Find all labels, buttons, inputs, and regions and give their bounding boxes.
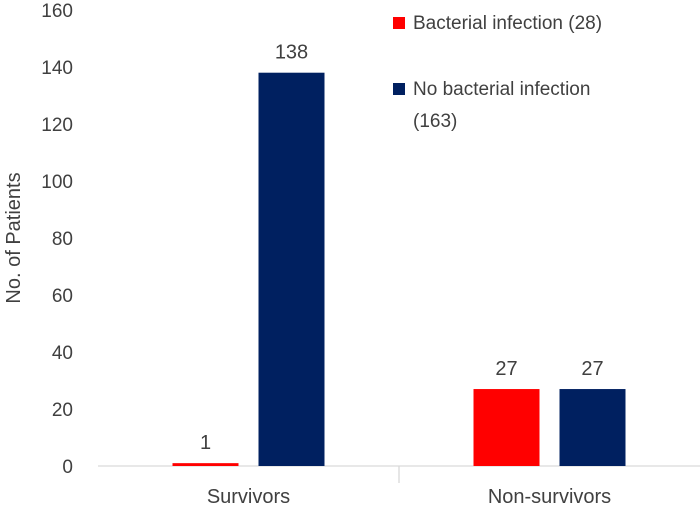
- y-axis-title-group: No. of Patients: [3, 172, 25, 303]
- bar-bacterial-non-survivors: [473, 389, 540, 466]
- y-tick-label: 40: [52, 343, 73, 364]
- bar-no-bacterial-non-survivors: [559, 389, 626, 466]
- y-tick-label: 100: [41, 172, 73, 193]
- y-tick-label: 120: [41, 115, 73, 136]
- bar-no-bacterial-survivors: [258, 72, 325, 466]
- legend-swatch: [393, 17, 405, 29]
- y-tick-label: 160: [41, 1, 73, 22]
- category-label: Survivors: [207, 486, 290, 508]
- legend-label: No bacterial infection: [413, 79, 590, 100]
- y-axis-ticks: 0 20 40 60 80 100 120 140 160: [41, 1, 73, 478]
- legend-label: Bacterial infection (28): [413, 13, 602, 34]
- data-label: 27: [495, 358, 517, 380]
- y-tick-label: 60: [52, 286, 73, 307]
- data-labels: 1 138 27 27: [200, 42, 604, 454]
- y-tick-label: 80: [52, 229, 73, 250]
- legend-label: (163): [413, 111, 457, 132]
- bar-bacterial-survivors: [172, 463, 239, 466]
- y-tick-label: 20: [52, 400, 73, 421]
- data-label: 27: [581, 358, 603, 380]
- data-label: 138: [275, 42, 308, 64]
- y-tick-label: 140: [41, 58, 73, 79]
- data-label: 1: [200, 432, 211, 454]
- y-tick-label: 0: [62, 457, 73, 478]
- legend-swatch: [393, 83, 405, 95]
- category-labels: Survivors Non-survivors: [207, 486, 611, 508]
- legend: Bacterial infection (28) No bacterial inf…: [393, 13, 602, 132]
- category-label: Non-survivors: [488, 486, 611, 508]
- y-axis-title: No. of Patients: [3, 172, 25, 303]
- bars: [172, 72, 626, 466]
